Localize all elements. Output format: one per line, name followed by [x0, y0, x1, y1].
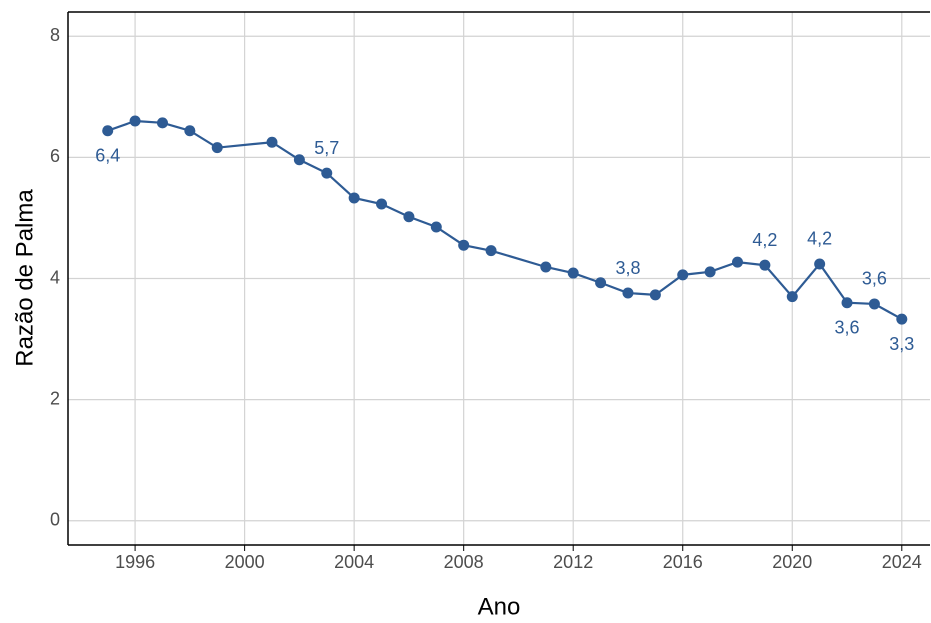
value-label: 4,2: [807, 229, 832, 249]
point: [732, 256, 744, 268]
point: [184, 125, 196, 137]
line: [107, 119, 903, 321]
point: [348, 192, 360, 204]
point: [376, 198, 388, 210]
value-label: 3,6: [835, 317, 860, 337]
point: [156, 117, 168, 129]
point: [595, 277, 607, 289]
point: [814, 258, 826, 270]
y-tick-label: 6: [50, 146, 60, 166]
value-label: 5,7: [314, 138, 339, 158]
value-label: 3,8: [615, 258, 640, 278]
point: [759, 259, 771, 271]
point: [567, 267, 579, 279]
value-label: 6,4: [95, 145, 120, 165]
value-label: 3,6: [862, 269, 887, 289]
point: [403, 211, 415, 223]
y-tick-label: 8: [50, 25, 60, 45]
point: [704, 266, 716, 278]
point: [485, 245, 497, 257]
x-tick-label: 1996: [115, 552, 155, 572]
y-axis-title: Razão de Palma: [11, 189, 38, 367]
y-tick-label: 0: [50, 510, 60, 530]
point: [458, 239, 470, 251]
point: [540, 261, 552, 273]
point: [430, 221, 442, 233]
value-label: 3,3: [889, 334, 914, 354]
point: [293, 154, 305, 166]
point: [321, 167, 333, 179]
value-label: 4,2: [752, 230, 777, 250]
point: [266, 136, 278, 148]
point: [868, 298, 880, 310]
x-tick-label: 2004: [334, 552, 374, 572]
x-tick-label: 2012: [553, 552, 593, 572]
x-tick-label: 2000: [225, 552, 265, 572]
point: [129, 115, 141, 127]
point: [211, 142, 223, 154]
point: [841, 297, 853, 309]
point: [102, 125, 114, 137]
y-tick-label: 4: [50, 267, 60, 287]
x-axis-title: Ano: [478, 593, 521, 620]
point: [896, 313, 908, 325]
y-tick-label: 2: [50, 388, 60, 408]
x-tick-label: 2008: [444, 552, 484, 572]
x-tick-label: 2016: [663, 552, 703, 572]
point: [677, 269, 689, 281]
x-tick-label: 2020: [772, 552, 812, 572]
x-tick-label: 2024: [882, 552, 922, 572]
point: [786, 291, 798, 303]
point: [649, 289, 661, 301]
point: [622, 287, 634, 299]
